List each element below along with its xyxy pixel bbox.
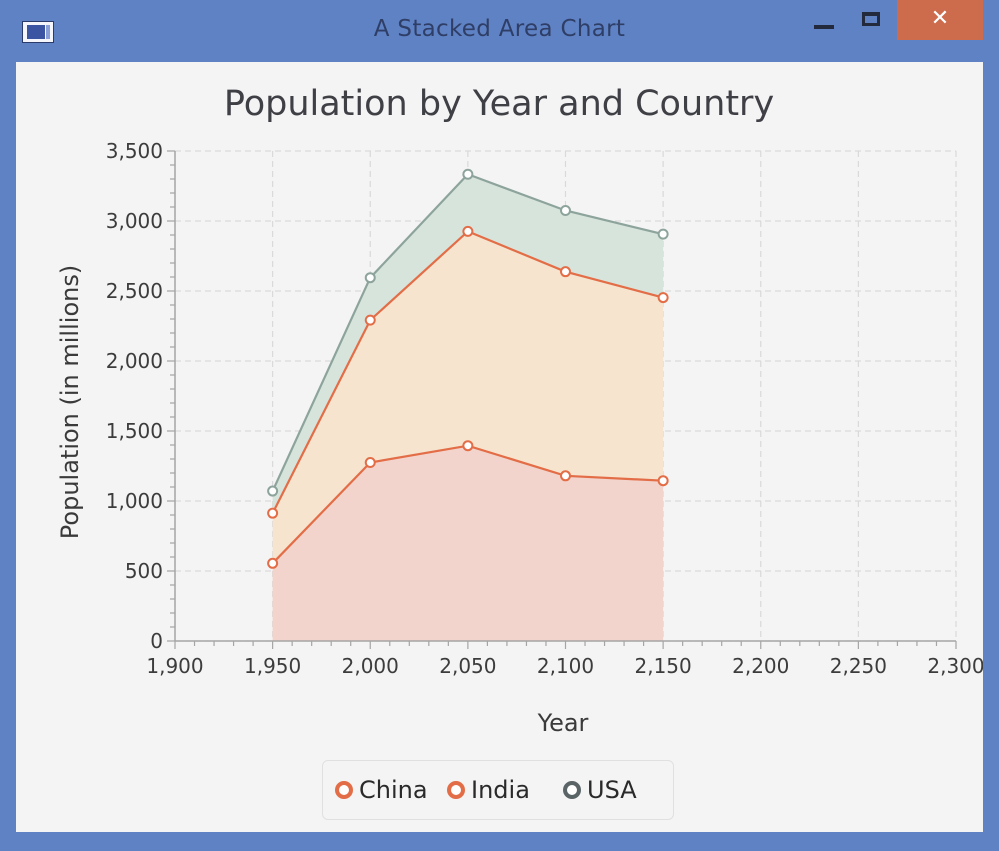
x-tick-label: 2,150 — [634, 654, 691, 678]
legend-label-usa: USA — [587, 776, 637, 804]
y-tick-label: 1,000 — [106, 489, 163, 513]
x-tick-label: 2,200 — [732, 654, 789, 678]
chart-panel: 1,900 1,950 2,000 2,050 2,100 2,150 2,200 2,250… — [16, 62, 983, 832]
x-tick-label: 2,050 — [439, 654, 496, 678]
point-usa — [462, 168, 474, 180]
point-india — [462, 225, 474, 237]
legend-item-china: China — [335, 775, 428, 805]
chart-title: Population by Year and Country — [224, 84, 774, 124]
x-tick-label: 1,950 — [244, 654, 301, 678]
x-tick-label: 1,900 — [146, 654, 203, 678]
y-tick-label: 500 — [125, 559, 163, 583]
x-tick-label: 2,000 — [342, 654, 399, 678]
point-china — [364, 457, 376, 468]
minimize-icon — [814, 25, 834, 29]
minimize-button[interactable] — [803, 0, 845, 40]
y-tick-label: 3,000 — [106, 209, 163, 233]
y-tick-label: 2,000 — [106, 349, 163, 373]
tick-labels: 1,900 1,950 2,000 2,050 2,100 2,150 2,200 2,250… — [106, 139, 983, 678]
area-india — [272, 231, 664, 564]
maximize-button[interactable] — [850, 0, 892, 40]
point-india — [560, 266, 571, 278]
legend-marker-usa — [563, 781, 581, 799]
close-icon: ✕ — [930, 6, 950, 31]
title-bar[interactable]: A Stacked Area Chart ✕ — [0, 0, 999, 62]
y-tick-label: 3,500 — [106, 139, 163, 163]
point-china — [657, 475, 669, 487]
point-india — [364, 314, 376, 326]
legend-item-usa: USA — [563, 775, 637, 805]
x-tick-label: 2,100 — [537, 654, 594, 678]
point-india — [657, 292, 669, 304]
data-points — [267, 168, 669, 569]
maximize-icon — [862, 12, 880, 26]
area-usa — [272, 174, 664, 514]
legend-marker-india — [447, 781, 465, 799]
legend-marker-china — [335, 781, 353, 799]
x-tick-label: 2,300 — [927, 654, 983, 678]
point-usa — [560, 205, 571, 216]
legend-item-india: India — [447, 775, 530, 805]
point-china — [267, 557, 279, 569]
y-axis-title: Population (in millions) — [56, 265, 84, 539]
y-tick-label: 0 — [150, 629, 163, 653]
point-usa — [364, 272, 376, 284]
close-button[interactable]: ✕ — [897, 0, 983, 40]
x-tick-label: 2,250 — [830, 654, 887, 678]
legend-label-china: China — [359, 776, 428, 804]
point-usa — [267, 485, 279, 497]
area-fills — [272, 174, 664, 641]
stacked-area-chart: 1,900 1,950 2,000 2,050 2,100 2,150 2,200 2,250… — [56, 84, 983, 737]
x-axis-title: Year — [537, 709, 589, 737]
area-china — [272, 445, 664, 641]
legend: China India USA — [322, 760, 674, 820]
window-title: A Stacked Area Chart — [373, 16, 626, 42]
app-window-icon[interactable] — [22, 21, 54, 43]
y-tick-label: 2,500 — [106, 279, 163, 303]
point-china — [560, 470, 571, 482]
legend-label-india: India — [471, 776, 530, 804]
point-china — [462, 440, 474, 452]
axes — [167, 150, 957, 649]
y-tick-label: 1,500 — [106, 419, 163, 443]
point-usa — [657, 228, 669, 240]
point-india — [267, 507, 279, 519]
